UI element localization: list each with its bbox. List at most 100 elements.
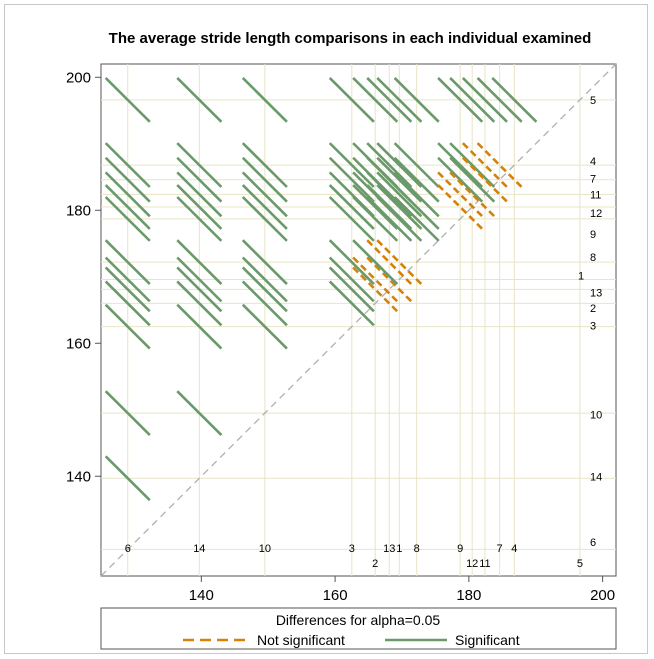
comparison-segment-10-vs-2 — [241, 280, 288, 327]
comparison-segment-10-vs-5 — [241, 77, 288, 123]
comparison-segment-3-vs-13 — [328, 266, 375, 313]
bottom-label-4: 4 — [511, 543, 517, 555]
comparison-segment-14-vs-1 — [176, 256, 223, 303]
comparison-segment-1-vs-11 — [376, 171, 423, 218]
right-label-2: 2 — [590, 303, 596, 315]
comparison-segment-3-vs-11 — [328, 171, 375, 218]
right-label-6: 6 — [590, 537, 596, 549]
right-label-12: 12 — [590, 208, 602, 220]
comparison-segment-10-vs-3 — [241, 303, 288, 350]
comparison-segment-6-vs-12 — [104, 184, 151, 230]
comparison-segment-8-vs-4 — [393, 142, 440, 188]
comparison-segment-2-vs-12 — [352, 184, 399, 230]
legend-title: Differences for alpha=0.05 — [276, 612, 441, 628]
comparison-segment-1-vs-7 — [376, 156, 423, 203]
comparison-segment-6-vs-4 — [104, 142, 151, 188]
comparison-segment-3-vs-5 — [328, 77, 375, 123]
comparison-segment-12-vs-5 — [449, 77, 496, 123]
comparison-segment-10-vs-1 — [241, 256, 288, 303]
bottom-label-11: 11 — [479, 558, 490, 570]
comparison-segment-8-vs-9 — [393, 196, 440, 242]
comparison-segment-8-vs-5 — [393, 77, 440, 123]
comparison-segment-6-vs-14 — [104, 455, 151, 502]
comparison-segment-11-vs-5 — [461, 77, 508, 123]
x-tick-label-140: 140 — [189, 587, 214, 604]
comparison-segment-6-vs-7 — [104, 156, 151, 203]
comparison-segment-14-vs-4 — [176, 142, 223, 188]
comparison-segment-8-vs-7 — [393, 156, 440, 203]
comparison-segment-10-vs-12 — [241, 184, 288, 230]
diffogram-chart: The average stride length comparisons in… — [66, 30, 617, 650]
comparison-segment-6-vs-8 — [104, 239, 151, 286]
comparison-segment-2-vs-8 — [352, 239, 399, 286]
comparison-segment-3-vs-12 — [328, 184, 375, 230]
comparison-segment-6-vs-5 — [104, 77, 151, 123]
x-tick-label-200: 200 — [590, 587, 615, 604]
right-label-7: 7 — [590, 173, 596, 185]
comparison-segment-14-vs-11 — [176, 171, 223, 218]
x-tick-label-160: 160 — [323, 587, 348, 604]
comparison-segment-6-vs-2 — [104, 280, 151, 327]
comparison-segment-8-vs-12 — [393, 184, 440, 230]
comparison-segment-6-vs-3 — [104, 303, 151, 350]
bottom-label-14: 14 — [193, 543, 205, 555]
y-tick-label-200: 200 — [66, 69, 91, 86]
right-label-5: 5 — [590, 95, 596, 107]
comparison-segment-3-vs-4 — [328, 142, 375, 188]
plot-area — [100, 63, 617, 577]
comparison-segment-12-vs-7 — [449, 156, 496, 203]
bottom-label-9: 9 — [457, 543, 463, 555]
diagonal-reference-line — [100, 63, 617, 577]
right-label-3: 3 — [590, 320, 596, 332]
comparison-segment-3-vs-7 — [328, 156, 375, 203]
bottom-label-10: 10 — [259, 543, 271, 555]
comparison-segment-6-vs-11 — [104, 171, 151, 218]
comparison-segment-1-vs-5 — [376, 77, 423, 123]
bottom-label-13: 13 — [383, 543, 395, 555]
x-tick-label-180: 180 — [456, 587, 481, 604]
comparison-segment-10-vs-4 — [241, 142, 288, 188]
y-tick-label-140: 140 — [66, 468, 91, 485]
right-label-13: 13 — [590, 288, 602, 300]
right-label-14: 14 — [590, 471, 602, 483]
legend-box — [100, 607, 617, 650]
comparison-segment-6-vs-13 — [104, 266, 151, 313]
right-label-4: 4 — [590, 156, 596, 168]
y-tick-label-160: 160 — [66, 335, 91, 352]
comparison-segment-14-vs-10 — [176, 390, 223, 436]
comparison-segment-14-vs-7 — [176, 156, 223, 203]
bottom-label-5: 5 — [577, 558, 583, 570]
comparison-segment-6-vs-1 — [104, 256, 151, 303]
comparison-segment-13-vs-11 — [366, 171, 413, 218]
legend-not-significant-label: Not significant — [257, 632, 345, 648]
comparison-segment-3-vs-2 — [328, 280, 375, 327]
legend-significant-label: Significant — [455, 632, 520, 648]
comparison-segment-6-vs-9 — [104, 196, 151, 242]
comparison-segment-14-vs-12 — [176, 184, 223, 230]
comparison-segment-10-vs-8 — [241, 239, 288, 286]
comparison-segment-14-vs-13 — [176, 266, 223, 313]
comparison-segment-3-vs-9 — [328, 196, 375, 242]
comparison-segment-13-vs-9 — [366, 196, 413, 242]
comparison-segment-7-vs-5 — [476, 77, 523, 123]
comparison-segment-8-vs-11 — [393, 171, 440, 218]
comparison-segment-9-vs-4 — [437, 142, 484, 188]
comparison-segment-10-vs-7 — [241, 156, 288, 203]
comparison-segment-6-vs-10 — [104, 390, 151, 436]
comparison-segment-13-vs-12 — [366, 184, 413, 230]
comparison-segment-13-vs-4 — [366, 142, 413, 188]
bottom-label-7: 7 — [497, 543, 503, 555]
comparison-segment-12-vs-4 — [449, 142, 496, 188]
comparison-segment-13-vs-5 — [366, 77, 413, 123]
comparison-segment-9-vs-7 — [437, 156, 484, 203]
right-label-11: 11 — [590, 189, 601, 201]
bottom-label-12: 12 — [466, 558, 478, 570]
comparison-segment-14-vs-2 — [176, 280, 223, 327]
right-label-9: 9 — [590, 229, 596, 241]
comparison-segment-4-vs-5 — [491, 77, 538, 123]
comparison-segment-10-vs-13 — [241, 266, 288, 313]
comparison-segment-3-vs-1 — [328, 256, 375, 303]
comparison-segment-2-vs-5 — [352, 77, 399, 123]
comparison-segment-14-vs-9 — [176, 196, 223, 242]
comparison-segment-14-vs-5 — [176, 77, 223, 123]
